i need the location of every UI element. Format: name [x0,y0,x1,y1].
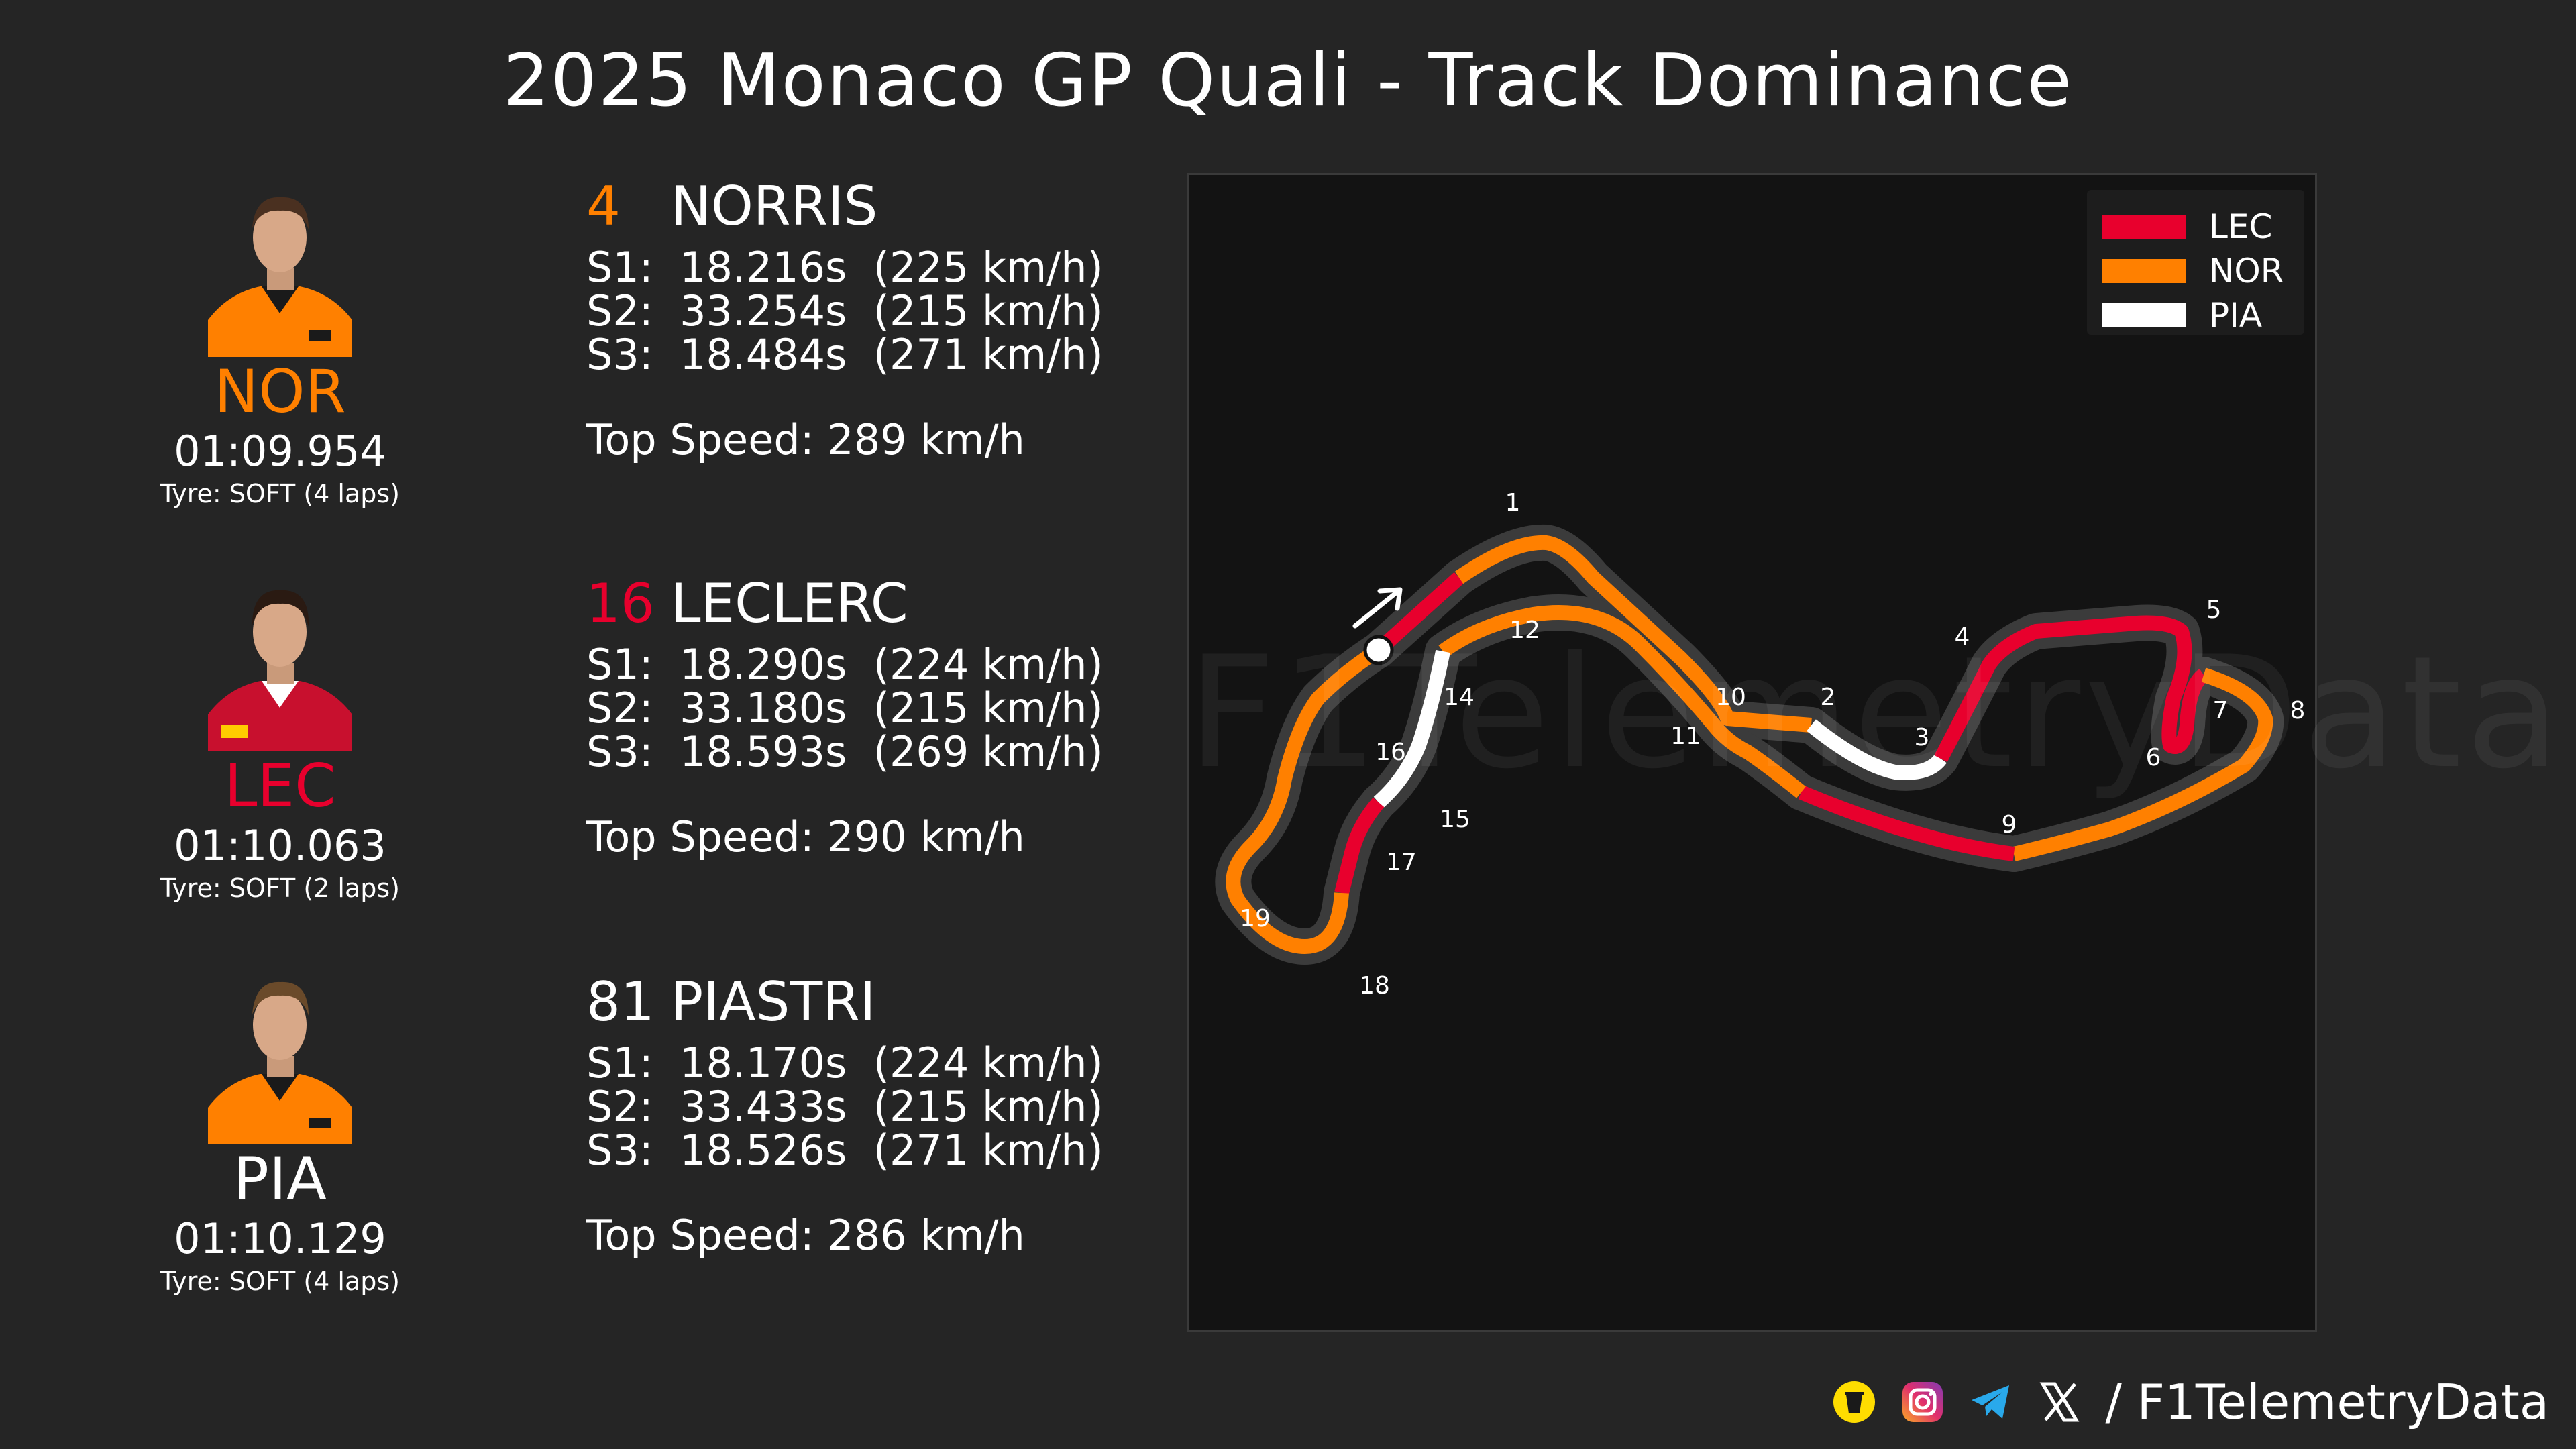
sector-2: S2: 33.254s (215 km/h) [586,286,1104,335]
legend-swatch-pia [2102,303,2186,327]
track-segment-nor [2012,667,2273,861]
top-speed: Top Speed: 290 km/h [586,812,1025,861]
track-outline [1215,632,1397,965]
driver-number: 16 [586,572,655,635]
corner-label-4: 4 [1955,623,1970,651]
corner-label-6: 6 [2146,744,2161,771]
legend-item-nor: NOR [2102,252,2284,290]
driver-name: PIASTRI [671,971,876,1033]
stats-lec: 16 LECLERC S1: 18.290s (224 km/h) S2: 33.… [586,570,1190,859]
corner-label-10: 10 [1715,684,1746,711]
footer-handle: / F1TelemetryData [2105,1374,2550,1430]
corner-label-3: 3 [1915,724,1930,751]
sector-2: S2: 33.180s (215 km/h) [586,684,1104,733]
corner-label-11: 11 [1670,722,1701,750]
driver-photo-pia [208,963,352,1144]
telegram-icon[interactable] [1969,1380,2013,1424]
corner-label-18: 18 [1359,972,1390,1000]
track-segment-lec [1334,797,1385,895]
lap-time: 01:10.063 [174,821,386,870]
corner-label-14: 14 [1444,684,1474,711]
driver-header: 16 LECLERC [586,570,1190,637]
sector-1: S1: 18.290s (224 km/h) [586,640,1104,689]
legend-label: LEC [2209,207,2273,246]
track-segment-pia [1373,649,1450,808]
driver-abbr: NOR [214,357,346,426]
driver-number: 81 [586,971,655,1033]
legend-label: PIA [2209,296,2263,335]
track-segment-lec [1798,785,2015,861]
driver-card-pia: PIA 01:10.129 Tyre: SOFT (4 laps) [114,963,446,1297]
driver-number: 4 [586,175,621,237]
legend-swatch-nor [2102,259,2186,283]
sector-3: S3: 18.593s (269 km/h) [586,727,1104,776]
driver-abbr: LEC [224,751,336,820]
corner-label-1: 1 [1505,489,1521,517]
driver-photo-nor [208,176,352,357]
driver-name: NORRIS [671,175,878,237]
driver-name: LECLERC [671,572,908,635]
track-map-panel: 1 2 3 4 5 6 7 8 9 10 11 12 14 15 16 17 18 19 LEC NOR PIA [1187,173,2317,1332]
top-speed: Top Speed: 289 km/h [586,415,1025,464]
corner-label-2: 2 [1821,684,1836,711]
legend-label: NOR [2209,252,2284,290]
driver-card-nor: NOR 01:09.954 Tyre: SOFT (4 laps) [114,176,446,510]
corner-label-9: 9 [2002,811,2017,839]
tyre-info: Tyre: SOFT (4 laps) [160,1267,400,1296]
legend: LEC NOR PIA [2087,190,2304,335]
track-segment-nor [1226,643,1383,954]
start-marker [1363,635,1394,665]
corner-label-5: 5 [2206,596,2222,624]
driver-card-lec: LEC 01:10.063 Tyre: SOFT (2 laps) [114,570,446,904]
track-segment-lec [1934,615,2208,763]
stats-pia: 81 PIASTRI S1: 18.170s (224 km/h) S2: 33.… [586,969,1190,1258]
tyre-info: Tyre: SOFT (4 laps) [160,479,400,508]
legend-item-pia: PIA [2102,296,2263,335]
x-icon[interactable] [2037,1380,2082,1424]
sector-3: S3: 18.526s (271 km/h) [586,1126,1104,1175]
driver-photo-lec [208,570,352,751]
corner-label-15: 15 [1440,806,1470,833]
track-segment-nor [1454,535,1812,733]
corner-label-17: 17 [1386,849,1417,876]
track-segment-lec [1373,572,1464,656]
lap-time: 01:09.954 [174,427,386,476]
stats-nor: 4 NORRIS S1: 18.216s (225 km/h) S2: 33.25… [586,173,1190,462]
lap-time: 01:10.129 [174,1214,386,1263]
legend-swatch-lec [2102,215,2186,239]
direction-arrow-icon [1352,587,1403,629]
corner-label-16: 16 [1375,739,1406,766]
sector-1: S1: 18.216s (225 km/h) [586,243,1104,292]
legend-item-lec: LEC [2102,207,2273,246]
sector-3: S3: 18.484s (271 km/h) [586,330,1104,379]
corner-label-8: 8 [2290,697,2306,724]
track-segment-nor [1438,605,1806,798]
corner-label-7: 7 [2213,697,2229,724]
top-speed: Top Speed: 286 km/h [586,1211,1025,1260]
driver-abbr: PIA [233,1144,327,1214]
corner-label-12: 12 [1509,616,1540,644]
driver-header: 81 PIASTRI [586,969,1190,1036]
tyre-info: Tyre: SOFT (2 laps) [160,873,400,903]
chart-title: 2025 Monaco GP Quali - Track Dominance [503,39,2073,123]
sector-1: S1: 18.170s (224 km/h) [586,1038,1104,1087]
instagram-icon[interactable] [1900,1380,1945,1424]
driver-header: 4 NORRIS [586,173,1190,240]
corner-label-19: 19 [1240,905,1271,932]
track-segment-pia [1807,719,1947,780]
footer: / F1TelemetryData [1832,1374,2550,1430]
buymeacoffee-icon[interactable] [1832,1380,1876,1424]
sector-2: S2: 33.433s (215 km/h) [586,1082,1104,1131]
